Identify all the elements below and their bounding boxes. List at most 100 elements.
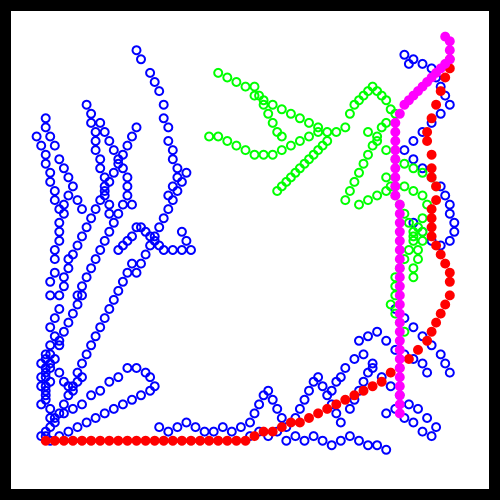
data-point	[394, 372, 405, 383]
data-point	[444, 367, 455, 378]
data-point	[204, 435, 215, 446]
data-point	[108, 145, 119, 156]
data-point	[435, 86, 446, 97]
data-point	[77, 281, 87, 292]
data-point	[408, 322, 419, 333]
data-point	[113, 285, 124, 296]
data-point	[86, 435, 97, 446]
data-point	[394, 308, 405, 319]
data-point	[199, 426, 210, 437]
data-point	[399, 145, 410, 156]
data-point	[117, 276, 128, 287]
data-point	[394, 199, 405, 210]
data-point	[299, 394, 310, 405]
data-point	[77, 358, 87, 369]
data-point	[63, 317, 74, 328]
data-point	[408, 417, 419, 428]
data-point	[367, 358, 378, 369]
data-point	[381, 408, 392, 419]
data-point	[390, 154, 401, 165]
data-point	[394, 235, 405, 246]
data-point	[222, 72, 233, 83]
data-point	[122, 172, 133, 183]
data-point	[172, 422, 183, 433]
data-point	[267, 99, 278, 110]
data-point	[49, 186, 60, 196]
data-point	[231, 77, 242, 87]
data-point	[131, 222, 142, 233]
data-point	[99, 181, 110, 192]
data-point	[394, 335, 405, 346]
data-point	[417, 358, 428, 369]
data-point	[122, 435, 133, 446]
data-marks	[31, 31, 460, 455]
data-point	[403, 399, 414, 410]
data-point	[385, 367, 396, 378]
data-point	[394, 245, 405, 255]
data-point	[417, 426, 428, 437]
data-point	[40, 158, 51, 169]
data-point	[31, 131, 42, 142]
data-point	[122, 181, 133, 192]
data-point	[267, 117, 278, 128]
data-point	[263, 385, 274, 396]
data-point	[417, 167, 428, 178]
data-point	[149, 435, 160, 446]
data-point	[363, 195, 373, 206]
data-point	[54, 217, 65, 228]
data-point	[67, 435, 78, 446]
data-point	[349, 354, 360, 364]
data-point	[285, 417, 296, 428]
data-point	[99, 127, 110, 137]
data-point	[167, 245, 178, 255]
data-point	[86, 263, 97, 274]
data-point	[381, 444, 392, 455]
data-point	[422, 367, 433, 378]
data-point	[122, 190, 133, 201]
data-point	[58, 281, 69, 292]
data-point	[390, 181, 401, 192]
data-point	[54, 340, 65, 351]
data-point	[308, 431, 319, 442]
data-point	[440, 72, 451, 83]
data-point	[326, 385, 337, 396]
data-point	[154, 222, 165, 233]
data-point	[58, 272, 69, 283]
data-point	[213, 67, 224, 78]
data-point	[113, 245, 124, 255]
data-point	[363, 127, 373, 137]
data-point	[131, 45, 142, 56]
data-point	[49, 195, 60, 206]
data-point	[54, 154, 65, 165]
data-point	[440, 31, 451, 42]
data-point	[358, 158, 369, 169]
data-point	[49, 254, 60, 265]
data-point	[276, 145, 287, 156]
data-point	[399, 181, 410, 192]
data-point	[58, 326, 69, 337]
data-point	[99, 408, 110, 419]
data-point	[149, 231, 160, 242]
data-point	[63, 190, 74, 201]
data-point	[176, 435, 187, 446]
data-point	[426, 326, 437, 337]
data-point	[285, 140, 296, 151]
data-point	[331, 127, 342, 137]
data-point	[58, 435, 69, 446]
data-point	[304, 131, 314, 142]
data-point	[45, 290, 56, 301]
data-point	[58, 163, 69, 174]
data-point	[276, 422, 287, 433]
data-point	[45, 167, 56, 178]
data-point	[394, 381, 405, 392]
data-point	[276, 413, 287, 423]
data-point	[444, 267, 455, 278]
data-point	[431, 181, 442, 192]
data-point	[140, 367, 151, 378]
data-point	[49, 413, 60, 423]
data-point	[426, 222, 437, 233]
data-point	[149, 77, 160, 87]
data-point	[63, 172, 74, 183]
data-point	[127, 394, 137, 405]
data-point	[113, 154, 124, 165]
